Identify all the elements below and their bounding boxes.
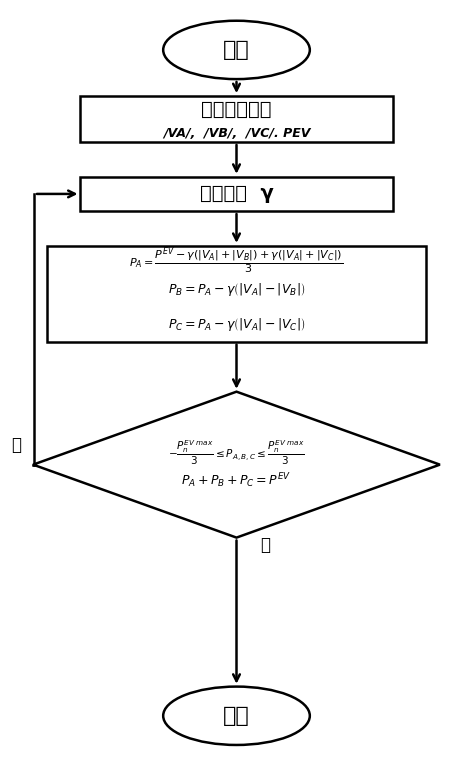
Text: $P_A = \dfrac{P^{EV}-\gamma(|V_A|+|V_B|)+\gamma(|V_A|+|V_C|)}{3}$: $P_A = \dfrac{P^{EV}-\gamma(|V_A|+|V_B|)… (130, 246, 343, 276)
Polygon shape (47, 246, 426, 342)
Polygon shape (80, 177, 393, 211)
Text: 设置参数  γ: 设置参数 γ (200, 184, 273, 204)
Text: $P_A + P_B + P_C = P^{EV}$: $P_A + P_B + P_C = P^{EV}$ (181, 472, 292, 490)
Text: $P_B = P_A - \gamma\left(|V_A|-|V_B|\right)$: $P_B = P_A - \gamma\left(|V_A|-|V_B|\rig… (168, 281, 305, 298)
Text: $P_C = P_A - \gamma\left(|V_A|-|V_C|\right)$: $P_C = P_A - \gamma\left(|V_A|-|V_C|\rig… (168, 316, 305, 333)
Ellipse shape (163, 687, 310, 745)
Text: $-\dfrac{P_n^{EV\ max}}{3} \leq P_{A,B,C} \leq \dfrac{P_n^{EV\ max}}{3}$: $-\dfrac{P_n^{EV\ max}}{3} \leq P_{A,B,C… (168, 439, 305, 467)
Text: /VA/,  /VB/,  /VC/. PEV: /VA/, /VB/, /VC/. PEV (163, 127, 310, 140)
Polygon shape (33, 392, 440, 538)
Text: 输出: 输出 (223, 706, 250, 726)
Text: 是: 是 (260, 536, 270, 554)
Polygon shape (80, 96, 393, 142)
Text: 测量各节点的: 测量各节点的 (201, 100, 272, 118)
Text: 开始: 开始 (223, 40, 250, 60)
Ellipse shape (163, 21, 310, 79)
Text: 否: 否 (11, 436, 22, 455)
